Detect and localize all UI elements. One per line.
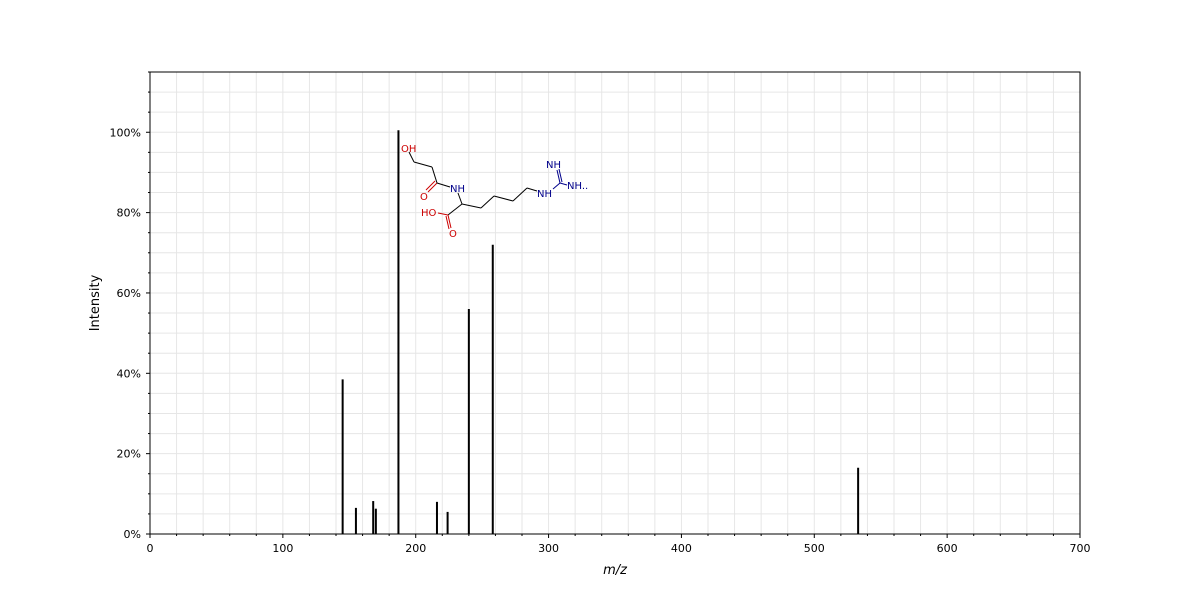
x-tick-label: 500 — [804, 542, 825, 555]
bond — [558, 168, 563, 183]
bond — [427, 182, 438, 193]
atom-label-nh-imine: NH — [546, 160, 561, 171]
peaks — [341, 130, 860, 534]
atom-label-nh-amide: NH — [450, 184, 465, 195]
atom-label-nh-chain: NH — [537, 189, 552, 200]
y-tick-label: 20% — [117, 448, 141, 461]
x-tick-label: 400 — [671, 542, 692, 555]
y-tick-label: 100% — [110, 126, 141, 139]
x-tick-label: 300 — [538, 542, 559, 555]
bond — [512, 187, 528, 202]
bond — [556, 169, 561, 184]
plot-frame — [149, 71, 1081, 535]
y-axis-title: Intensity — [88, 274, 103, 331]
atom-label-nh2: NH.. — [567, 181, 588, 192]
bond — [413, 161, 433, 168]
bond — [526, 187, 538, 192]
bond — [457, 192, 463, 205]
atom-label-oh: OH — [401, 144, 416, 155]
y-tick-label: 0% — [124, 528, 141, 541]
x-tick-label: 100 — [272, 542, 293, 555]
bond — [559, 182, 568, 186]
x-tick-label: 200 — [405, 542, 426, 555]
bond — [437, 212, 449, 216]
x-axis-title: m/z — [603, 563, 628, 578]
axis-ticks: 0 100 200 300 400 500 600 700 0% 20% 40% 60% 80% 100% — [110, 71, 1091, 555]
bond — [431, 166, 438, 184]
molecule-structure — [408, 151, 568, 230]
y-tick-label: 60% — [117, 287, 141, 300]
atom-label-o-carbonyl: O — [420, 192, 428, 203]
bond — [445, 215, 450, 230]
molecule-atom-labels: OH O NH HO O NH NH NH.. — [401, 144, 588, 240]
x-tick-label: 0 — [147, 542, 154, 555]
bond — [408, 151, 415, 163]
bond — [461, 203, 482, 209]
bond — [552, 182, 561, 190]
y-tick-label: 80% — [117, 207, 141, 220]
bond — [493, 195, 514, 202]
bond — [436, 182, 451, 188]
bond — [447, 203, 463, 216]
x-tick-label: 600 — [937, 542, 958, 555]
grid — [149, 71, 1081, 535]
atom-label-ho-acid: HO — [421, 208, 437, 219]
y-tick-label: 40% — [117, 367, 141, 380]
bond — [425, 180, 436, 191]
atom-label-o-acid: O — [449, 229, 457, 240]
bond — [480, 195, 495, 209]
bond — [447, 214, 452, 229]
x-tick-label: 700 — [1070, 542, 1091, 555]
